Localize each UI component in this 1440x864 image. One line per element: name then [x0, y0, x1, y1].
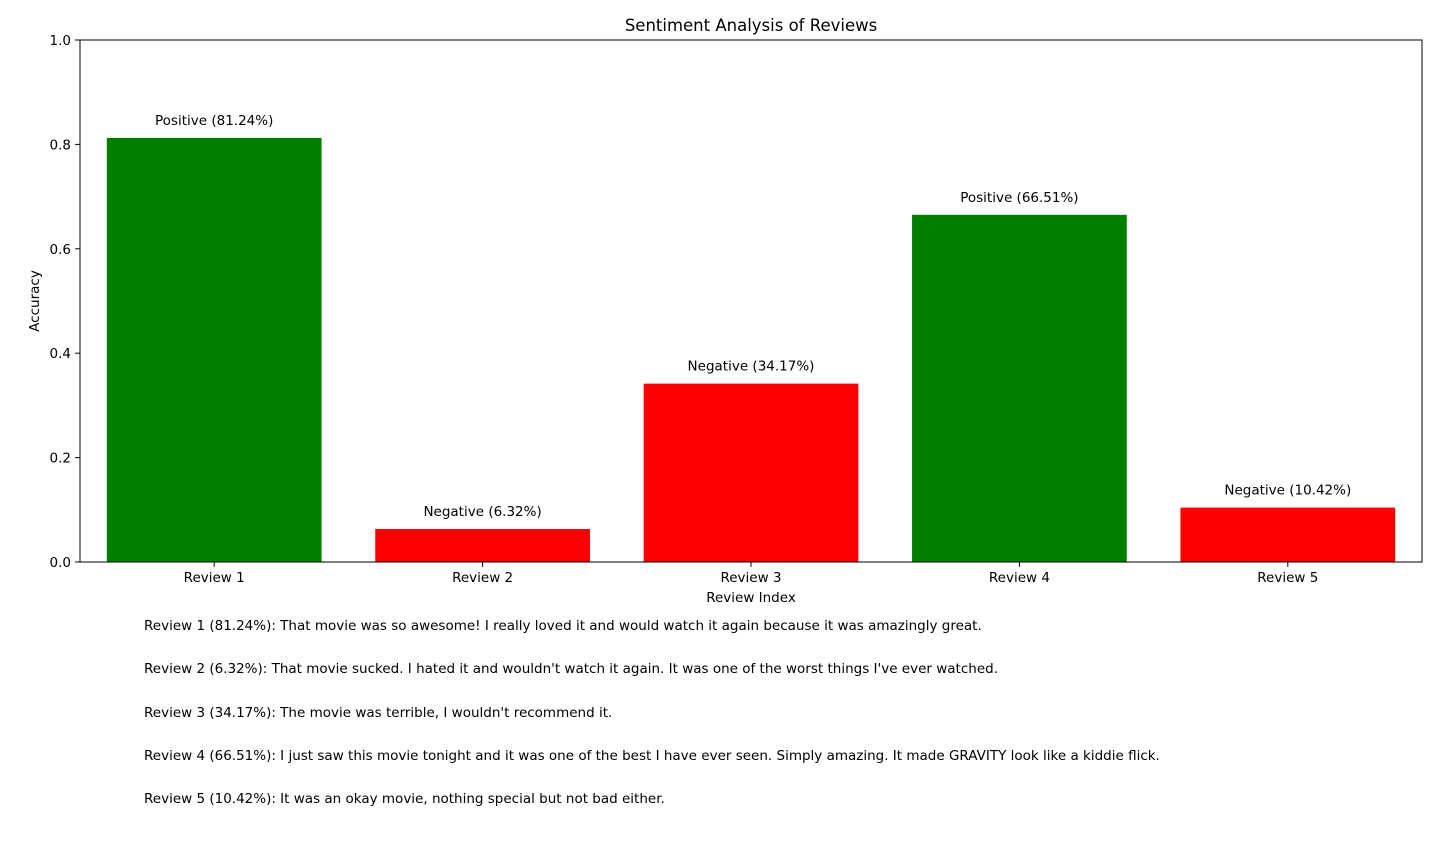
y-tick-label: 0.2	[50, 451, 71, 467]
x-tick-label: Review 3	[720, 570, 781, 586]
bar-data-label: Positive (81.24%)	[155, 113, 273, 129]
review-note: Review 2 (6.32%): That movie sucked. I h…	[144, 661, 999, 678]
sentiment-bar-chart: Sentiment Analysis of Reviews Positive (…	[27, 16, 1423, 606]
review-notes-list: Review 1 (81.24%): That movie was so awe…	[144, 612, 1160, 828]
bar-3	[643, 383, 859, 562]
x-tick-label: Review 1	[184, 570, 245, 586]
x-tick-label: Review 4	[989, 570, 1050, 586]
y-tick-label: 0.0	[50, 555, 71, 571]
review-note: Review 5 (10.42%): It was an okay movie,…	[144, 791, 665, 808]
bar-data-label: Positive (66.51%)	[960, 190, 1078, 206]
y-tick-label: 0.8	[50, 137, 71, 153]
chart-title: Sentiment Analysis of Reviews	[625, 16, 877, 35]
bar-data-label: Negative (10.42%)	[1224, 483, 1351, 499]
bar-1	[106, 137, 322, 563]
review-note: Review 3 (34.17%): The movie was terribl…	[144, 704, 613, 721]
bar-data-label: Negative (6.32%)	[423, 504, 541, 520]
x-tick-label: Review 5	[1257, 570, 1318, 586]
bars-layer	[106, 137, 1396, 563]
review-note: Review 4 (66.51%): I just saw this movie…	[144, 747, 1160, 764]
y-axis: 0.0 0.2 0.4 0.6 0.8 1.0	[50, 33, 80, 571]
bar-data-label: Negative (34.17%)	[688, 359, 815, 375]
y-tick-label: 0.6	[50, 242, 71, 258]
y-tick-label: 1.0	[50, 33, 71, 49]
bar-5	[1180, 507, 1396, 562]
bar-2	[375, 529, 590, 562]
y-axis-label: Accuracy	[27, 270, 43, 332]
review-note: Review 1 (81.24%): That movie was so awe…	[144, 618, 982, 634]
bar-4	[912, 214, 1127, 562]
bar-labels-layer: Positive (81.24%) Negative (6.32%) Negativ…	[155, 113, 1351, 520]
x-axis: Review 1 Review 2 Review 3 Review 4 Review 5	[184, 562, 1318, 586]
x-tick-label: Review 2	[452, 570, 513, 586]
x-axis-label: Review Index	[706, 590, 796, 606]
y-tick-label: 0.4	[50, 346, 71, 362]
